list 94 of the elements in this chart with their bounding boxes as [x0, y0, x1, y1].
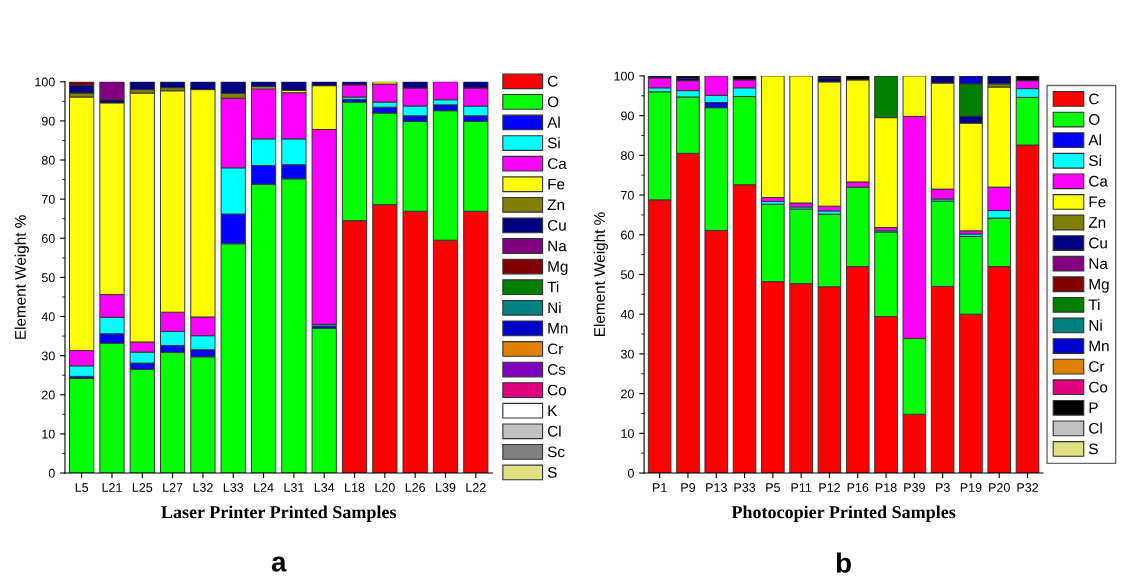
legend-label: Mn — [1089, 340, 1109, 352]
x-tick-label: L21 — [102, 483, 122, 492]
x-tick-label: L26 — [405, 483, 426, 492]
legend-label: Mn — [548, 323, 568, 334]
legend-label: Cl — [1089, 422, 1102, 434]
x-tick-label: P12 — [819, 483, 840, 492]
x-axis-title: Laser Printer Printed Samples — [161, 505, 397, 522]
legend-label: Co — [1089, 381, 1108, 393]
legend-label: Ni — [1089, 319, 1102, 331]
y-tick-label: 60 — [621, 230, 634, 240]
x-tick-label: L5 — [75, 483, 89, 492]
legend-label: O — [1089, 114, 1100, 125]
x-tick-label: L32 — [193, 483, 213, 492]
legend-label: Ti — [547, 281, 559, 293]
y-tick-label: 90 — [41, 116, 55, 126]
legend-label: Na — [1089, 258, 1108, 270]
legend-label: Si — [1089, 154, 1101, 167]
y-tick-label: 20 — [621, 389, 634, 399]
legend-label: Ni — [548, 301, 561, 313]
legend-label: S — [1089, 443, 1098, 455]
legend-label: Zn — [1088, 217, 1106, 228]
legend-label: Al — [547, 116, 560, 128]
x-tick-label: P1 — [653, 483, 667, 492]
y-axis-title: Element Weight % — [14, 215, 29, 339]
x-tick-label: P19 — [960, 483, 982, 492]
x-tick-label: P33 — [734, 483, 756, 492]
x-tick-label: P5 — [766, 483, 780, 492]
x-tick-label: L25 — [132, 483, 153, 492]
legend-label: Al — [1088, 134, 1101, 146]
legend-label: Mg — [1089, 278, 1109, 293]
legend-label: Mg — [548, 261, 568, 275]
x-tick-label: L31 — [284, 483, 304, 492]
y-tick-label: 0 — [627, 468, 634, 478]
legend-label: Fe — [548, 178, 565, 190]
legend-label: Si — [547, 137, 560, 149]
y-tick-label: 10 — [42, 429, 55, 439]
legend-label: Cr — [1089, 361, 1105, 372]
text: a — [271, 556, 287, 572]
x-tick-label: L39 — [436, 483, 456, 492]
y-tick-label: 50 — [41, 273, 55, 283]
x-tick-label: P11 — [791, 483, 812, 492]
y-tick-label: 80 — [621, 151, 634, 160]
x-tick-label: L27 — [163, 483, 183, 492]
x-tick-label: L22 — [466, 483, 486, 492]
x-tick-label: P13 — [706, 483, 727, 492]
x-tick-label: L33 — [223, 483, 244, 492]
x-tick-label: P18 — [875, 483, 897, 492]
y-tick-label: 70 — [42, 194, 55, 204]
legend-label: K — [548, 405, 558, 416]
x-tick-label: L20 — [375, 483, 395, 492]
legend-label: Fe — [1089, 196, 1106, 208]
x-tick-label: L24 — [254, 483, 274, 492]
x-tick-label: P9 — [681, 483, 696, 492]
legend-label: Ti — [1088, 298, 1100, 311]
x-axis-title: Photocopier Printed Samples — [731, 505, 956, 522]
y-tick-label: 80 — [41, 155, 55, 165]
legend-label: Co — [547, 384, 567, 396]
y-axis-title: Element Weight % — [593, 212, 608, 336]
y-tick-label: 90 — [621, 111, 634, 121]
x-tick-label: P32 — [1017, 483, 1039, 492]
legend-label: Cl — [547, 425, 561, 437]
legend-label: Cs — [547, 364, 566, 375]
legend-label: S — [547, 466, 557, 478]
y-tick-label: 50 — [620, 270, 634, 280]
y-tick-label: 10 — [621, 429, 634, 438]
y-tick-label: 20 — [41, 390, 55, 400]
legend-label: Zn — [547, 199, 565, 211]
legend-label: P — [1089, 402, 1098, 413]
x-tick-label: L18 — [345, 483, 365, 492]
legend-label: C — [547, 75, 558, 87]
legend-label: Cu — [1089, 237, 1107, 249]
legend-label: Ca — [1089, 175, 1108, 187]
y-tick-label: 30 — [41, 351, 55, 361]
y-tick-label: 0 — [48, 468, 55, 478]
text: b — [836, 552, 851, 573]
x-tick-label: P39 — [904, 483, 925, 492]
x-tick-label: P16 — [847, 483, 869, 492]
y-tick-label: 100 — [614, 71, 634, 81]
x-tick-label: P20 — [989, 483, 1010, 492]
y-tick-label: 100 — [35, 77, 55, 87]
x-tick-label: P3 — [936, 483, 950, 492]
y-tick-label: 40 — [41, 312, 55, 322]
legend-label: Cu — [547, 219, 566, 231]
y-tick-label: 60 — [41, 234, 55, 243]
x-tick-label: L34 — [314, 483, 335, 492]
legend-label: C — [1089, 93, 1099, 105]
legend-label: O — [547, 96, 559, 108]
legend-label: Cr — [547, 343, 564, 355]
legend-label: Ca — [547, 158, 567, 169]
y-tick-label: 30 — [620, 349, 634, 359]
y-tick-label: 70 — [621, 190, 634, 200]
y-tick-label: 40 — [620, 309, 634, 319]
legend-label: Sc — [547, 446, 565, 458]
legend-label: Na — [548, 240, 567, 252]
